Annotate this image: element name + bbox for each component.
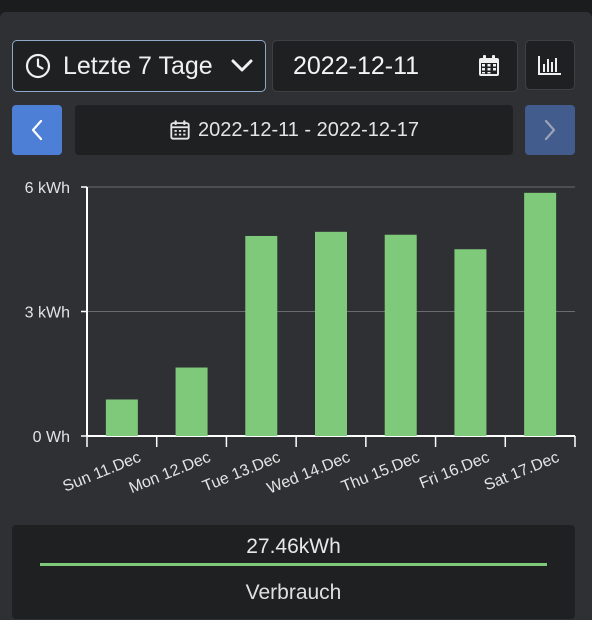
chart-view-button[interactable] — [525, 40, 575, 90]
bar-2 — [175, 367, 208, 436]
chevron-left-icon — [31, 119, 43, 141]
date-range-text: 2022-12-11 - 2022-12-17 — [198, 118, 419, 141]
chevron-down-icon — [231, 59, 253, 72]
energy-panel: Letzte 7 Tage 2022-12-11 — [0, 12, 592, 620]
calendar-icon — [170, 120, 190, 140]
y-tick-label: 0 Wh — [33, 429, 70, 446]
next-range-button[interactable] — [525, 105, 575, 155]
bar-4 — [315, 231, 347, 436]
y-tick-label: 3 kWh — [25, 305, 70, 322]
bar-chart-icon — [538, 56, 561, 75]
bar-6 — [454, 249, 487, 436]
bar-5 — [384, 234, 417, 436]
time-range-label: Letzte 7 Tage — [63, 51, 213, 80]
x-tick-label: Fri 16.Dec — [417, 449, 492, 492]
date-input[interactable]: 2022-12-11 — [272, 40, 518, 92]
time-range-select[interactable]: Letzte 7 Tage — [12, 40, 266, 92]
y-tick-label: 6 kWh — [25, 180, 70, 197]
x-tick-label: Thu 15.Dec — [339, 449, 422, 496]
date-value: 2022-12-11 — [293, 51, 420, 80]
bar-1 — [105, 399, 138, 436]
bar-7 — [524, 192, 557, 436]
previous-range-button[interactable] — [12, 105, 62, 155]
summary-caption: Verbrauch — [245, 581, 342, 604]
legend-bar — [40, 563, 547, 566]
chevron-right-icon — [544, 119, 556, 141]
total-consumption: 27.46kWh — [246, 535, 341, 558]
x-tick-label: Sat 17.Dec — [482, 449, 562, 494]
clock-icon — [25, 53, 51, 79]
date-range-display: 2022-12-11 - 2022-12-17 — [75, 105, 513, 155]
summary-card: 27.46kWh Verbrauch — [12, 525, 575, 619]
bar-3 — [245, 235, 278, 436]
calendar-icon[interactable] — [477, 54, 501, 78]
